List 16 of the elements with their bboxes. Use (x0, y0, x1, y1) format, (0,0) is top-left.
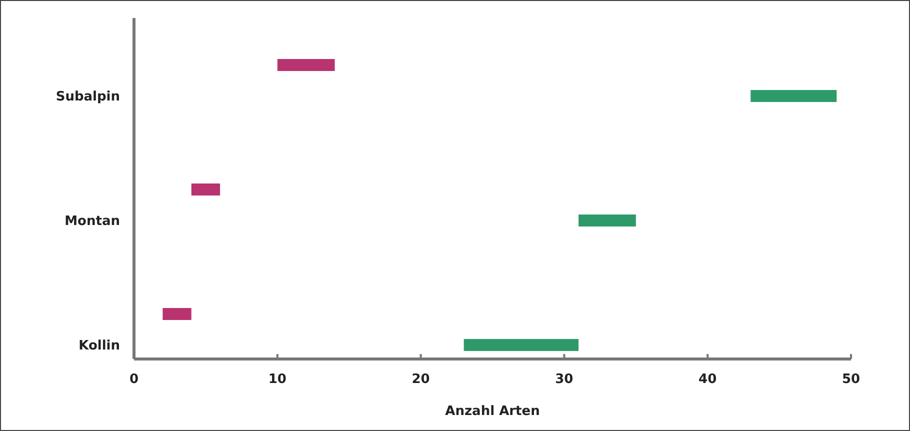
y-tick-label: Kollin (78, 338, 120, 354)
x-tick-label: 0 (129, 372, 139, 387)
bar (750, 90, 837, 102)
y-tick-label: Montan (64, 214, 120, 230)
bar (578, 214, 636, 226)
bar (464, 339, 579, 351)
x-tick-label: 30 (555, 372, 574, 387)
x-tick-label: 20 (412, 372, 430, 387)
x-tick-label: 40 (698, 372, 717, 387)
bar (162, 308, 192, 320)
y-tick-label: Subalpin (56, 90, 120, 105)
x-tick-label: 10 (268, 372, 286, 387)
x-axis-title: Anzahl Arten (445, 404, 540, 419)
bar (277, 59, 335, 71)
x-tick-label: 50 (842, 372, 860, 387)
bar (191, 184, 220, 196)
